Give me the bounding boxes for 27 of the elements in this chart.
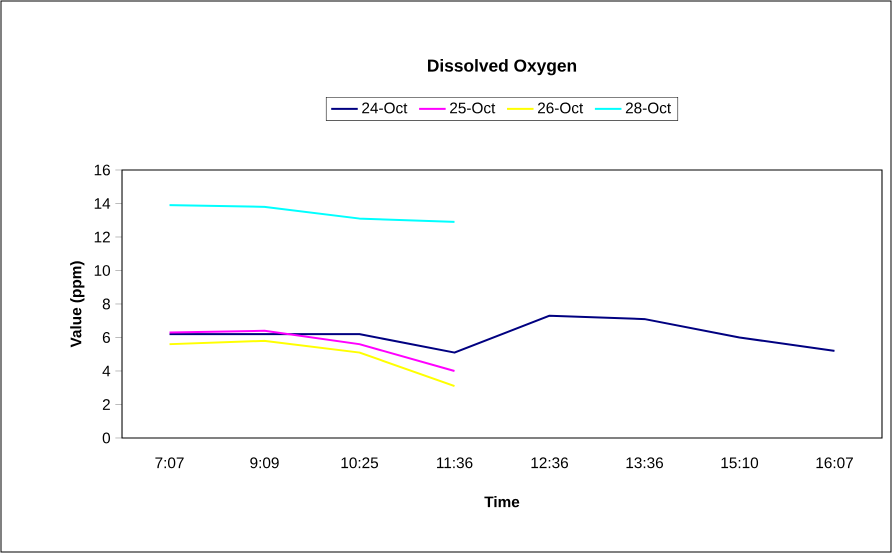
y-tick-label: 0	[102, 432, 110, 444]
y-tick-label: 2	[102, 399, 110, 410]
legend-label: 28-Oct	[626, 102, 672, 114]
x-axis-title: Time	[484, 496, 520, 508]
y-tick-label: 4	[102, 366, 110, 376]
chart-title: Dissolved Oxygen	[428, 59, 576, 76]
line-series	[168, 330, 456, 372]
x-tick-label: 10:25	[341, 457, 378, 468]
y-tick-label: 16	[94, 164, 110, 176]
line-series	[168, 340, 456, 388]
y-axis-title: Value (ppm)	[70, 261, 84, 348]
legend-label: 24-Oct	[362, 102, 408, 114]
y-tick-label: 8	[102, 298, 110, 310]
x-tick-label: 13:36	[626, 457, 663, 468]
legend-label: 26-Oct	[538, 102, 584, 114]
y-tick-label: 12	[94, 232, 110, 242]
x-tick-label: 9:09	[250, 457, 279, 468]
y-tick-label: 6	[102, 332, 110, 343]
line-series	[168, 204, 456, 223]
x-tick-label: 12:36	[531, 457, 568, 468]
y-tick-label: 14	[94, 198, 110, 209]
x-tick-label: 16:07	[816, 457, 853, 468]
legend-label: 25-Oct	[450, 102, 496, 114]
x-tick-label: 11:36	[437, 457, 472, 468]
x-tick-label: 15:10	[721, 457, 758, 468]
y-tick-label: 10	[94, 265, 110, 276]
x-tick-label: 7:07	[155, 457, 184, 468]
